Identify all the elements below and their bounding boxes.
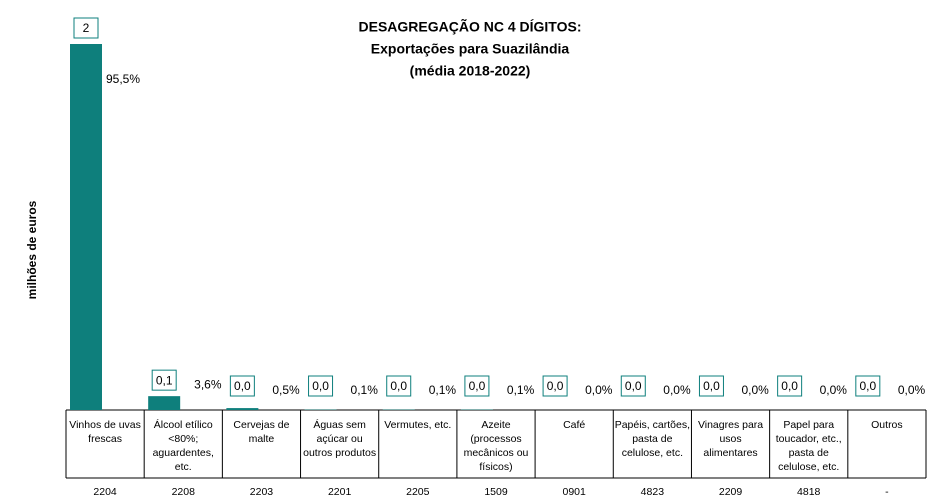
value-label: 0,0 <box>234 379 251 393</box>
share-label: 3,6% <box>194 377 222 391</box>
code-label: 2209 <box>718 486 743 498</box>
code-label: 2203 <box>249 486 274 498</box>
value-label-box <box>464 375 490 397</box>
value-label: 0,0 <box>390 379 407 393</box>
value-label: 0,1 <box>156 373 173 387</box>
value-label: 0,0 <box>703 379 720 393</box>
value-label-box <box>229 375 255 397</box>
value-label-box <box>386 375 412 397</box>
share-label: 0,0% <box>898 383 926 397</box>
value-label-box <box>855 375 881 397</box>
bar <box>226 408 259 410</box>
y-axis-label: milhões de euros <box>25 200 39 299</box>
chart-title: Exportações para Suazilândia <box>371 41 570 57</box>
value-label-box <box>73 17 99 39</box>
value-label: 0,0 <box>781 379 798 393</box>
share-label: 0,1% <box>429 383 457 397</box>
code-label: 2204 <box>93 486 117 498</box>
value-label-box <box>542 375 568 397</box>
code-label: 4823 <box>640 486 665 498</box>
code-label: - <box>885 486 889 498</box>
category-label: Álcool etílico <80%; aguardentes, etc. <box>152 419 214 473</box>
share-label: 0,1% <box>507 383 535 397</box>
value-label-box <box>308 375 334 397</box>
category-label: Vinagres para usos alimentares <box>697 419 764 459</box>
value-label-box <box>777 375 803 397</box>
chart-title: DESAGREGAÇÃO NC 4 DÍGITOS: <box>359 18 582 35</box>
share-label: 0,0% <box>663 383 691 397</box>
bar <box>70 44 102 410</box>
code-label: 4818 <box>797 486 821 498</box>
category-label: Outros <box>871 419 903 431</box>
value-label: 0,0 <box>859 379 876 393</box>
value-label: 0,0 <box>469 379 486 393</box>
category-label: Vinhos de uvas frescas <box>69 419 141 445</box>
chart-title: (média 2018-2022) <box>410 63 531 79</box>
code-label: 1509 <box>484 486 508 498</box>
bar <box>148 396 181 410</box>
value-label: 2 <box>83 21 90 35</box>
code-label: 2208 <box>171 486 195 498</box>
code-label: 2205 <box>406 486 430 498</box>
share-label: 0,0% <box>820 383 848 397</box>
category-label: Café <box>563 419 586 431</box>
share-label: 0,5% <box>272 383 300 397</box>
value-label: 0,0 <box>625 379 642 393</box>
value-label: 0,0 <box>312 379 329 393</box>
value-label-box <box>151 369 177 391</box>
share-label: 95,5% <box>106 72 140 86</box>
value-label-box <box>620 375 646 397</box>
category-label: Papéis, cartões, pasta de celulose, etc. <box>614 419 690 459</box>
value-label: 0,0 <box>547 379 564 393</box>
code-label: 0901 <box>562 486 586 498</box>
category-label: Azeite (processos mecânicos ou físicos) <box>463 419 529 473</box>
category-label: Vermutes, etc. <box>384 419 452 431</box>
share-label: 0,0% <box>585 383 613 397</box>
category-label: Papel para toucador, etc., pasta de celu… <box>775 419 842 473</box>
category-label: Cervejas de malte <box>233 419 290 445</box>
value-label-box <box>698 375 724 397</box>
code-label: 2201 <box>327 486 352 498</box>
share-label: 0,0% <box>741 383 769 397</box>
category-label: Águas sem açúcar ou outros produtos <box>303 419 377 459</box>
share-label: 0,1% <box>351 383 379 397</box>
